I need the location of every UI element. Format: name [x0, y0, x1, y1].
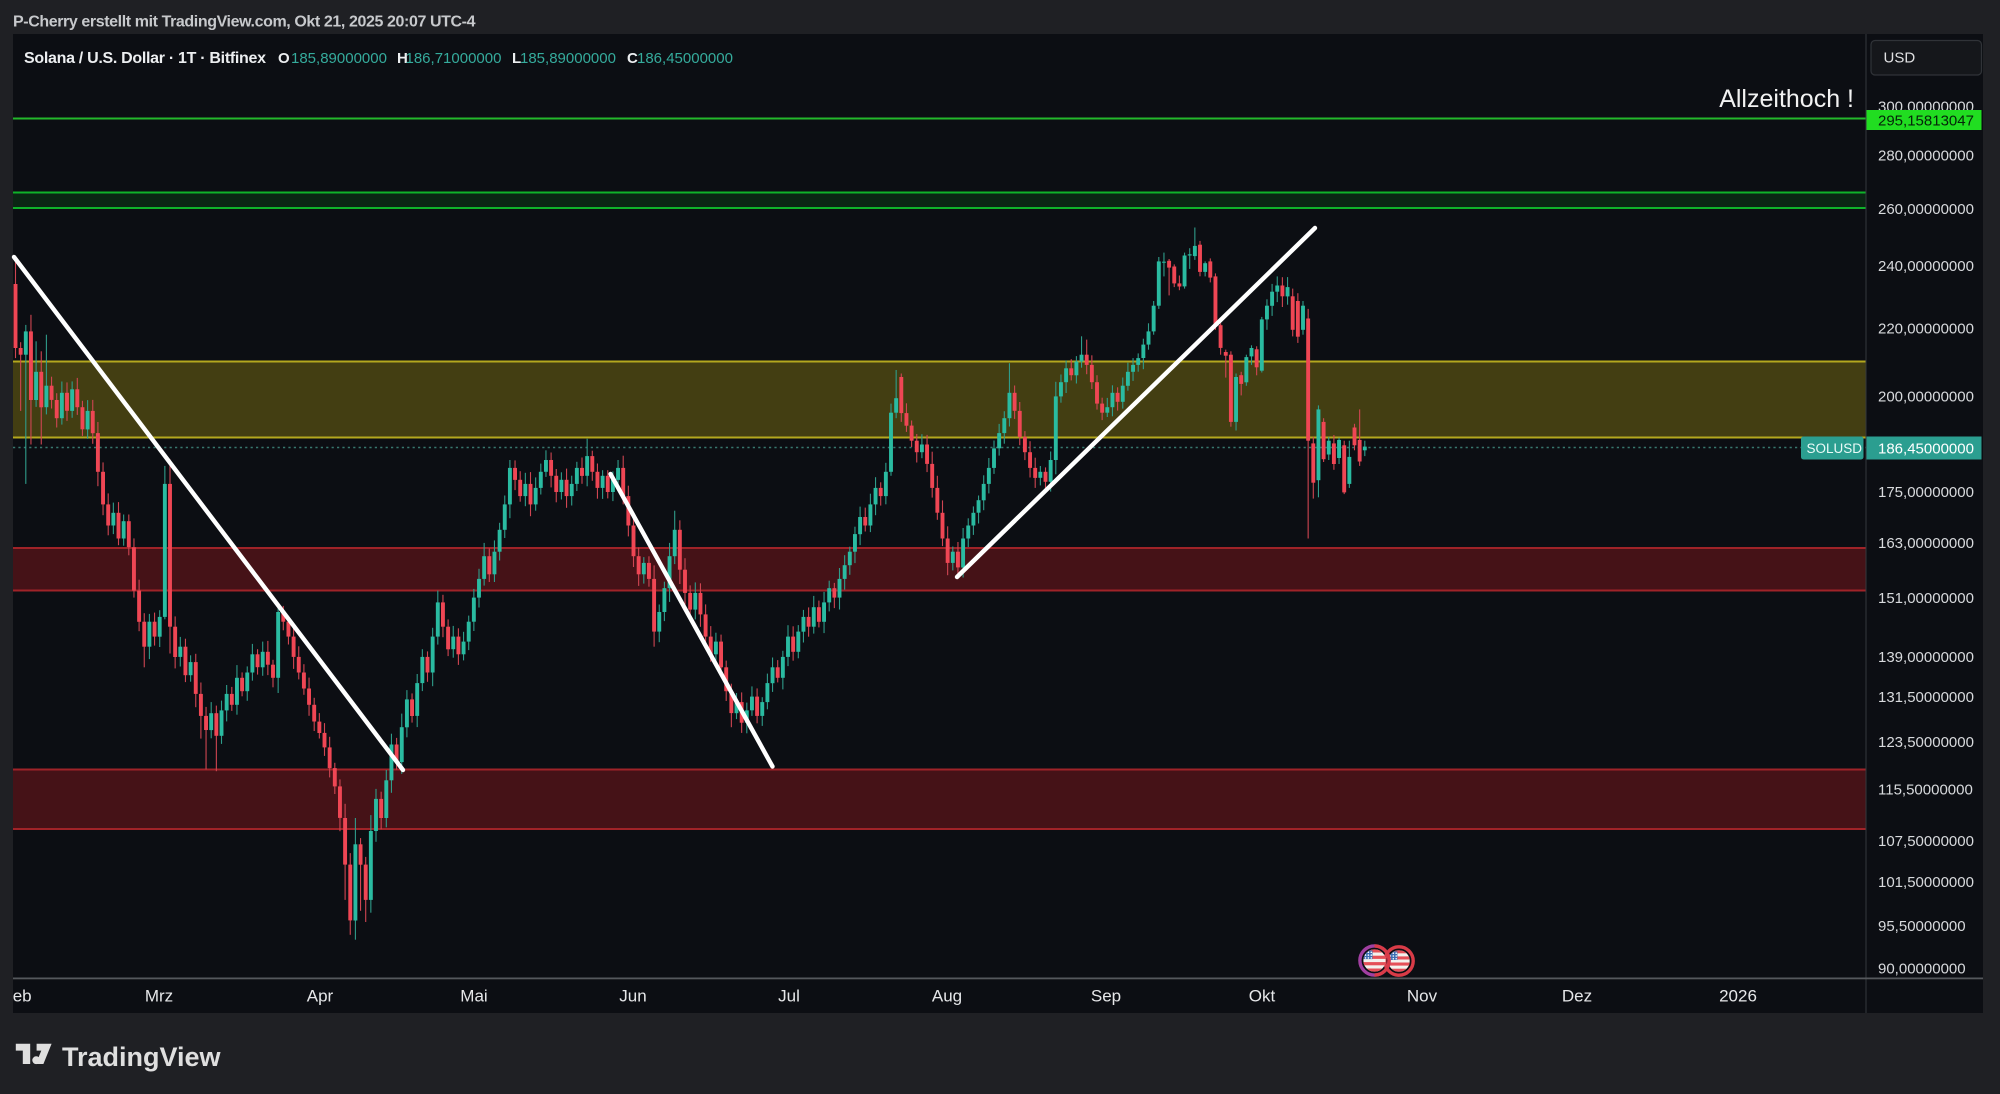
svg-text:L: L	[512, 50, 521, 67]
svg-text:107,50000000: 107,50000000	[1878, 833, 1974, 850]
svg-text:123,50000000: 123,50000000	[1878, 734, 1974, 751]
svg-text:151,00000000: 151,00000000	[1878, 590, 1974, 607]
svg-text:260,00000000: 260,00000000	[1878, 201, 1974, 218]
svg-text:Solana / U.S. Dollar · 1T · Bi: Solana / U.S. Dollar · 1T · Bitfinex	[24, 50, 266, 67]
svg-text:Mai: Mai	[460, 987, 487, 1006]
svg-text:H: H	[397, 50, 408, 67]
svg-text:90,00000000: 90,00000000	[1878, 960, 1966, 977]
svg-text:185,89000000: 185,89000000	[520, 50, 616, 67]
svg-text:Feb: Feb	[2, 987, 31, 1006]
svg-text:P-Cherry erstellt mit TradingV: P-Cherry erstellt mit TradingView.com, O…	[13, 14, 476, 31]
svg-text:Nov: Nov	[1407, 987, 1438, 1006]
svg-text:Jun: Jun	[619, 987, 646, 1006]
svg-text:Dez: Dez	[1562, 987, 1592, 1006]
svg-text:240,00000000: 240,00000000	[1878, 258, 1974, 275]
svg-text:101,50000000: 101,50000000	[1878, 874, 1974, 891]
svg-text:186,45000000: 186,45000000	[1878, 441, 1974, 458]
svg-text:Jul: Jul	[778, 987, 800, 1006]
svg-text:C: C	[627, 50, 638, 67]
svg-text:Allzeithoch !: Allzeithoch !	[1719, 85, 1854, 113]
svg-text:2026: 2026	[1719, 987, 1757, 1006]
svg-text:SOLUSD: SOLUSD	[1807, 441, 1863, 456]
svg-text:163,00000000: 163,00000000	[1878, 535, 1974, 552]
svg-text:175,00000000: 175,00000000	[1878, 484, 1974, 501]
svg-text:Aug: Aug	[932, 987, 962, 1006]
svg-text:186,45000000: 186,45000000	[637, 50, 733, 67]
svg-text:USD: USD	[1884, 50, 1916, 67]
svg-text:O: O	[278, 50, 290, 67]
svg-text:131,50000000: 131,50000000	[1878, 689, 1974, 706]
svg-text:295,15813047: 295,15813047	[1878, 113, 1974, 130]
svg-text:115,50000000: 115,50000000	[1878, 782, 1973, 799]
svg-text:220,00000000: 220,00000000	[1878, 320, 1974, 337]
svg-text:Apr: Apr	[307, 987, 334, 1006]
svg-text:139,00000000: 139,00000000	[1878, 649, 1974, 666]
svg-text:200,00000000: 200,00000000	[1878, 389, 1974, 406]
svg-text:TradingView: TradingView	[62, 1042, 222, 1072]
svg-text:95,50000000: 95,50000000	[1878, 918, 1966, 935]
svg-text:185,89000000: 185,89000000	[291, 50, 387, 67]
svg-text:Sep: Sep	[1091, 987, 1121, 1006]
svg-text:280,00000000: 280,00000000	[1878, 148, 1974, 165]
svg-text:186,71000000: 186,71000000	[406, 50, 502, 67]
svg-text:Okt: Okt	[1249, 987, 1276, 1006]
svg-text:Mrz: Mrz	[145, 987, 173, 1006]
